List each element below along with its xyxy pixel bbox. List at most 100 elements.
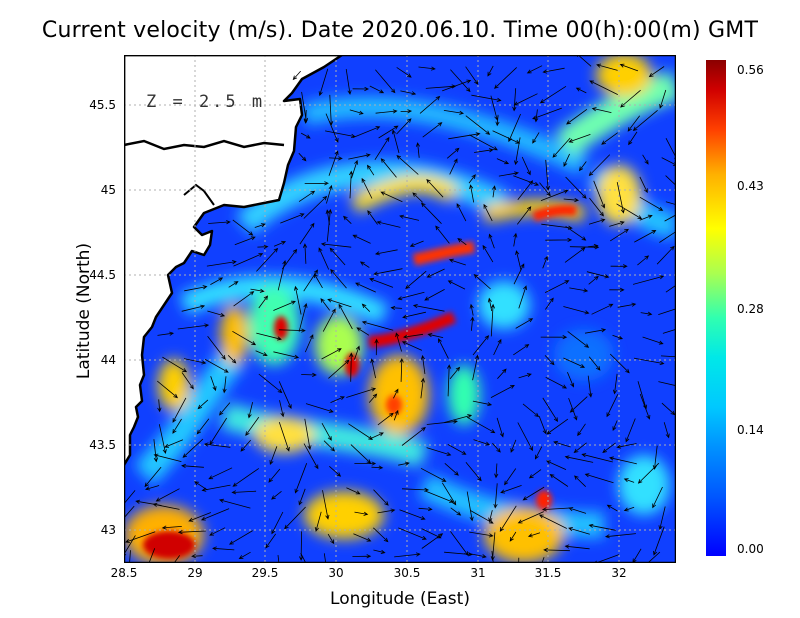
current-vector-arrow [200,508,230,521]
current-vector-arrow [443,110,465,115]
current-vector-arrow [314,511,322,532]
current-vector-arrow [281,248,298,270]
current-vector-arrow [578,161,587,172]
current-vector-arrow [617,302,637,308]
current-vector-arrow [374,136,390,161]
current-vector-arrow [207,335,226,360]
current-vector-arrow [627,115,641,132]
current-vector-arrow [355,282,376,293]
current-vector-arrow [543,547,570,553]
current-vector-arrow [623,506,635,512]
current-vector-arrow [183,358,207,365]
current-vector-arrow [642,154,649,165]
x-axis-title: Longitude (East) [330,589,470,609]
current-vector-arrow [304,418,312,451]
current-vector-arrow [419,95,441,114]
current-vector-arrow [539,85,567,104]
current-vector-arrow [563,197,580,203]
current-vector-arrow [300,552,307,563]
current-vector-arrow [380,191,403,203]
current-vector-arrow [563,357,586,368]
current-vector-arrow [549,473,569,487]
current-vector-arrow [466,491,474,522]
current-vector-arrow [494,463,499,479]
current-vector-arrow [330,269,347,289]
current-vector-arrow [233,253,264,267]
current-vector-arrow [609,221,625,227]
current-vector-arrow [616,203,643,220]
current-vector-arrow [354,511,369,516]
current-vector-arrow [665,284,676,293]
current-vector-arrow [299,222,315,245]
current-vector-arrow [660,355,676,358]
current-vector-arrow [544,355,555,366]
current-vector-arrow [129,550,131,563]
current-vector-arrow [487,65,494,77]
current-vector-arrow [402,333,424,339]
land-mass [124,55,344,467]
current-vector-arrow [609,353,630,374]
current-vector-arrow [517,511,544,524]
current-vector-arrow [245,416,260,437]
y-tick-label: 43.5 [89,438,116,452]
current-vector-arrow [568,134,591,143]
current-vector-arrow [222,376,227,394]
current-vector-arrow [426,419,458,425]
current-vector-arrow [616,443,637,449]
current-vector-arrow [227,355,237,364]
current-vector-arrow [542,255,548,269]
current-vector-arrow [532,132,540,144]
colorbar [706,60,726,556]
current-vector-arrow [441,482,457,506]
current-vector-arrow [196,418,210,435]
current-vector-arrow [313,273,323,289]
current-vector-arrow [619,63,639,72]
current-vector-arrow [368,393,378,403]
current-vector-arrow [474,148,494,153]
current-vector-arrow [320,298,331,311]
current-vector-arrow [640,311,653,316]
current-vector-arrow [659,231,676,243]
current-vector-arrow [516,206,532,225]
current-vector-arrow [418,506,433,512]
current-vectors [124,55,676,563]
x-tick-label: 29.5 [251,566,279,580]
current-vector-arrow [658,308,676,315]
current-vector-arrow [526,65,543,74]
current-vector-arrow [639,393,651,420]
current-vector-arrow [494,67,517,89]
current-vector-arrow [328,150,339,176]
current-vector-arrow [323,553,327,563]
current-vector-arrow [228,281,239,288]
current-vector-arrow [426,447,452,456]
current-vector-arrow [278,328,306,333]
current-vector-arrow [500,485,522,494]
current-vector-arrow [496,417,504,438]
current-vector-arrow [544,280,570,293]
current-vector-arrow [232,468,260,487]
current-vector-arrow [513,344,530,356]
y-tick-label: 44 [100,353,116,367]
depth-label: Z = 2.5 m [146,92,266,112]
current-vector-arrow [393,388,399,399]
current-vector-arrow [294,285,302,315]
current-vector-arrow [456,203,467,222]
chart-title: Current velocity (m/s). Date 2020.06.10.… [41,18,759,43]
current-vector-arrow [397,291,425,301]
current-vector-arrow [612,334,624,340]
current-vector-arrow [496,158,510,165]
current-vector-arrow [321,348,342,360]
current-vector-arrow [300,132,311,139]
current-vector-arrow [400,109,413,114]
current-vector-arrow [257,244,269,249]
current-vector-arrow [210,277,224,285]
current-vector-arrow [662,328,676,334]
current-vector-arrow [367,210,378,225]
current-vector-arrow [145,485,160,491]
current-vector-arrow [612,373,618,395]
current-vector-arrow [325,113,339,143]
current-vector-arrow [255,350,268,356]
current-vector-arrow [258,373,283,394]
current-vector-arrow [482,244,494,263]
current-vector-arrow [435,225,450,244]
